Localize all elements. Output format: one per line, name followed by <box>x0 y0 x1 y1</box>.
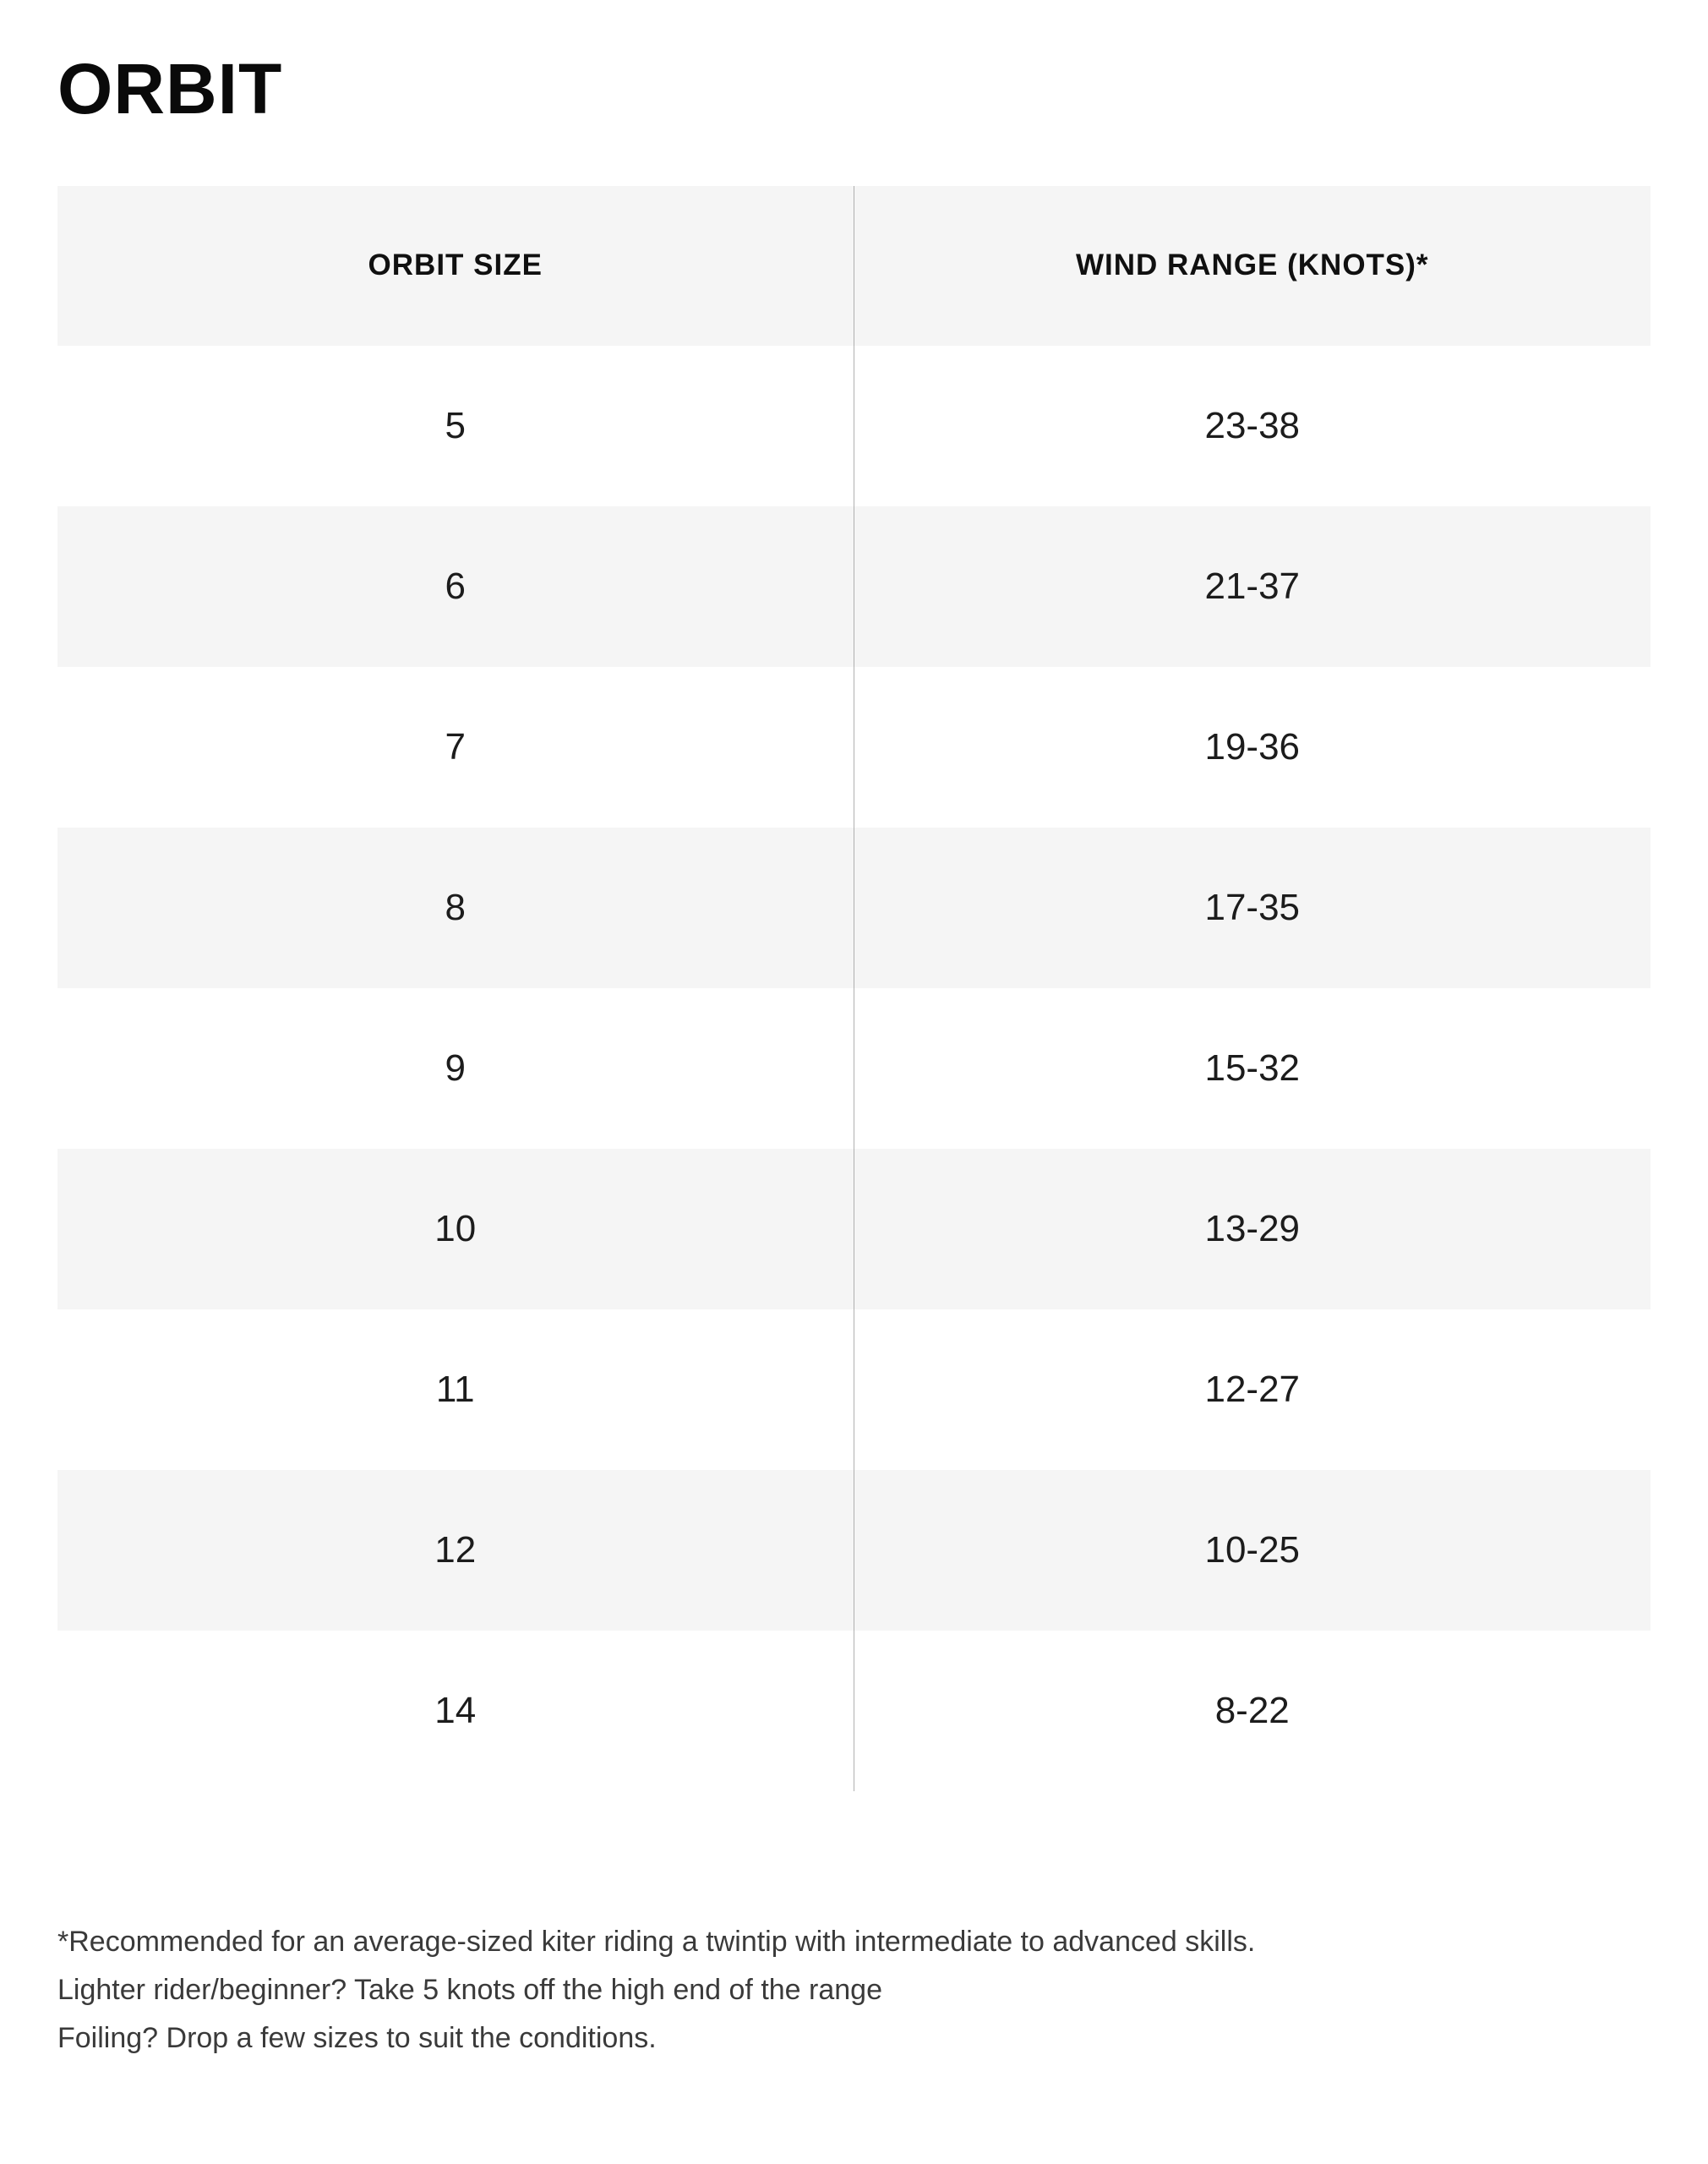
header-cell-wind-range: WIND RANGE (KNOTS)* <box>1075 249 1429 282</box>
table-cell-size: 5 <box>57 345 854 506</box>
table-row: 8 17-35 <box>57 827 1651 988</box>
page-title: ORBIT <box>57 49 283 128</box>
table-row: 10 13-29 <box>57 1148 1651 1309</box>
footnote: *Recommended for an average-sized kiter … <box>57 1918 1651 2063</box>
table-row: 7 19-36 <box>57 666 1651 828</box>
table-cell-wind: 19-36 <box>1204 725 1301 768</box>
table-row: 11 12-27 <box>57 1309 1651 1470</box>
table-cell-size: 12 <box>57 1469 854 1631</box>
size-table: ORBIT SIZE WIND RANGE (KNOTS)* 5 23-38 6… <box>57 185 1651 1791</box>
table-cell-wind: 8-22 <box>1214 1689 1290 1731</box>
table-cell-size: 10 <box>57 1148 854 1309</box>
table-cell-size: 9 <box>57 987 854 1149</box>
table-cell-wind: 23-38 <box>1204 404 1301 446</box>
table-row: 6 21-37 <box>57 505 1651 667</box>
table-cell-size: 6 <box>57 505 854 667</box>
footnote-line: Lighter rider/beginner? Take 5 knots off… <box>57 1973 882 2006</box>
table-cell-size: 7 <box>57 666 854 828</box>
header-cell-orbit-size: ORBIT SIZE <box>57 185 854 346</box>
table-cell-wind: 15-32 <box>1204 1046 1301 1089</box>
table-row: 14 8-22 <box>57 1630 1651 1791</box>
footnote-line: Foiling? Drop a few sizes to suit the co… <box>57 2021 657 2054</box>
table-cell-size: 14 <box>57 1630 854 1791</box>
table-row: 12 10-25 <box>57 1469 1651 1631</box>
table-cell-wind: 13-29 <box>1204 1207 1301 1249</box>
table-header-row: ORBIT SIZE WIND RANGE (KNOTS)* <box>57 185 1651 346</box>
table-cell-size: 8 <box>57 827 854 988</box>
table-cell-wind: 12-27 <box>1204 1368 1301 1410</box>
table-row: 5 23-38 <box>57 345 1651 506</box>
table-row: 9 15-32 <box>57 987 1651 1149</box>
table-cell-size: 11 <box>57 1309 854 1470</box>
table-cell-wind: 21-37 <box>1204 565 1301 607</box>
table-cell-wind: 10-25 <box>1204 1528 1301 1571</box>
table-cell-wind: 17-35 <box>1204 886 1301 928</box>
footnote-line: *Recommended for an average-sized kiter … <box>57 1925 1256 1958</box>
